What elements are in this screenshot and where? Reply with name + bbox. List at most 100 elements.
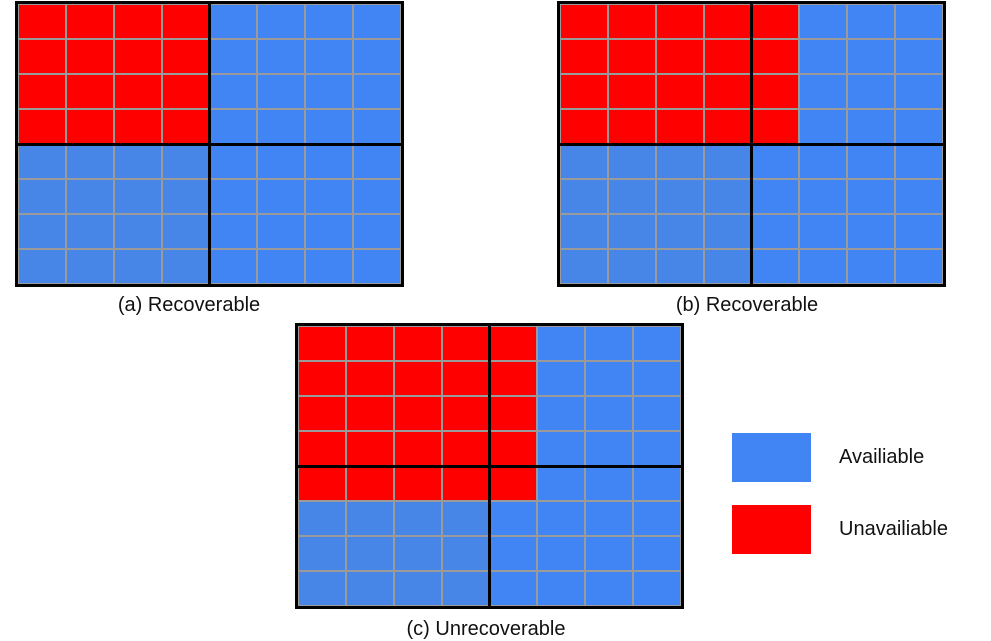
available-cell bbox=[895, 179, 943, 214]
cell-grid bbox=[298, 326, 681, 606]
unavailable-cell bbox=[298, 466, 346, 501]
unavailable-cell bbox=[607, 109, 656, 144]
available-cell bbox=[537, 361, 586, 396]
unavailable-cell bbox=[607, 4, 656, 39]
available-cell bbox=[751, 249, 800, 284]
available-cell bbox=[305, 4, 354, 39]
available-cell bbox=[585, 431, 634, 466]
unavailable-cell bbox=[393, 326, 442, 361]
available-cell bbox=[751, 144, 800, 179]
caption-c: (c) Unrecoverable bbox=[406, 618, 566, 640]
available-cell bbox=[633, 326, 681, 361]
available-cell bbox=[633, 466, 681, 501]
unavailable-cell bbox=[161, 39, 210, 74]
available-cell bbox=[847, 144, 896, 179]
available-cell bbox=[393, 571, 442, 606]
available-cell bbox=[585, 396, 634, 431]
available-cell bbox=[799, 144, 848, 179]
available-cell bbox=[537, 431, 586, 466]
unavailable-cell bbox=[393, 431, 442, 466]
available-cell bbox=[585, 501, 634, 536]
available-cell bbox=[353, 39, 401, 74]
available-cell bbox=[799, 109, 848, 144]
unavailable-cell bbox=[489, 466, 538, 501]
unavailable-cell bbox=[489, 361, 538, 396]
unavailable-cell bbox=[703, 39, 752, 74]
available-cell bbox=[18, 249, 66, 284]
unavailable-cell bbox=[751, 4, 800, 39]
available-cell bbox=[65, 214, 114, 249]
available-cell bbox=[113, 144, 162, 179]
available-cell bbox=[607, 179, 656, 214]
cell-grid bbox=[560, 4, 943, 284]
available-cell bbox=[209, 109, 258, 144]
available-cell bbox=[799, 39, 848, 74]
available-cell bbox=[18, 179, 66, 214]
available-cell bbox=[895, 249, 943, 284]
unavailable-cell bbox=[345, 466, 394, 501]
available-cell bbox=[353, 4, 401, 39]
unavailable-cell bbox=[560, 39, 608, 74]
available-cell bbox=[353, 214, 401, 249]
unavailable-cell bbox=[560, 109, 608, 144]
quadrant-divider-horizontal bbox=[560, 142, 943, 146]
available-cell bbox=[703, 144, 752, 179]
unavailable-cell bbox=[751, 74, 800, 109]
available-cell bbox=[257, 144, 306, 179]
available-cell bbox=[655, 144, 704, 179]
available-cell bbox=[560, 249, 608, 284]
available-cell bbox=[305, 179, 354, 214]
available-cell bbox=[633, 396, 681, 431]
unavailable-cell bbox=[345, 431, 394, 466]
available-cell bbox=[353, 74, 401, 109]
available-cell bbox=[65, 179, 114, 214]
available-cell bbox=[305, 249, 354, 284]
panel-c bbox=[295, 323, 684, 609]
available-cell bbox=[257, 179, 306, 214]
unavailable-cell bbox=[18, 39, 66, 74]
available-cell bbox=[305, 109, 354, 144]
available-cell bbox=[895, 39, 943, 74]
unavailable-cell bbox=[18, 4, 66, 39]
unavailable-cell bbox=[345, 361, 394, 396]
cell-grid bbox=[18, 4, 401, 284]
available-cell bbox=[703, 214, 752, 249]
available-cell bbox=[305, 74, 354, 109]
unavailable-cell bbox=[113, 4, 162, 39]
unavailable-cell bbox=[298, 396, 346, 431]
legend-unavailable-swatch bbox=[732, 505, 811, 554]
caption-a: (a) Recoverable bbox=[117, 294, 261, 316]
available-cell bbox=[209, 179, 258, 214]
available-cell bbox=[537, 326, 586, 361]
available-cell bbox=[441, 501, 490, 536]
available-cell bbox=[537, 396, 586, 431]
unavailable-cell bbox=[298, 326, 346, 361]
available-cell bbox=[847, 74, 896, 109]
available-cell bbox=[655, 179, 704, 214]
available-cell bbox=[161, 214, 210, 249]
available-cell bbox=[537, 571, 586, 606]
unavailable-cell bbox=[441, 466, 490, 501]
available-cell bbox=[298, 536, 346, 571]
available-cell bbox=[393, 536, 442, 571]
available-cell bbox=[298, 571, 346, 606]
available-cell bbox=[489, 571, 538, 606]
available-cell bbox=[585, 361, 634, 396]
available-cell bbox=[703, 179, 752, 214]
unavailable-cell bbox=[489, 326, 538, 361]
available-cell bbox=[633, 571, 681, 606]
available-cell bbox=[209, 214, 258, 249]
available-cell bbox=[257, 249, 306, 284]
available-cell bbox=[655, 214, 704, 249]
available-cell bbox=[607, 214, 656, 249]
available-cell bbox=[65, 144, 114, 179]
available-cell bbox=[847, 39, 896, 74]
available-cell bbox=[560, 144, 608, 179]
unavailable-cell bbox=[298, 361, 346, 396]
available-cell bbox=[633, 361, 681, 396]
available-cell bbox=[847, 249, 896, 284]
unavailable-cell bbox=[113, 109, 162, 144]
available-cell bbox=[209, 249, 258, 284]
available-cell bbox=[209, 74, 258, 109]
available-cell bbox=[353, 144, 401, 179]
